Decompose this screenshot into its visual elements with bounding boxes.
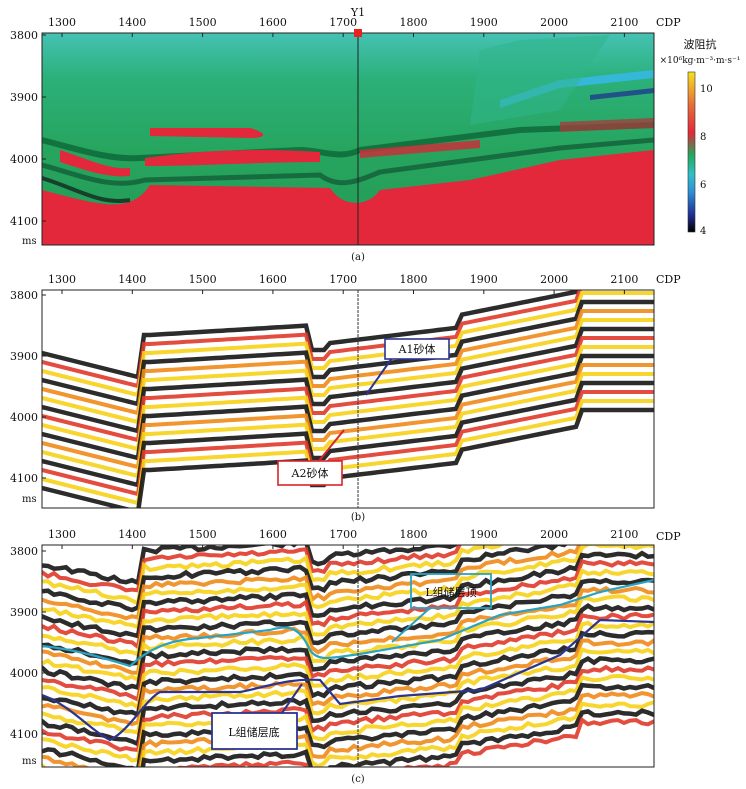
bottom-horizon: [42, 618, 654, 742]
y-tick-label: 4000: [10, 411, 38, 424]
panel-b-seismic-section: [42, 290, 654, 508]
a2-pointer: [317, 429, 345, 463]
colorbar-tick-label: 8: [700, 132, 706, 143]
x-tick-label: 1400: [118, 528, 146, 541]
x-tick-label: 1300: [48, 273, 76, 286]
x-axis-b: 1300 1400 1500 1600 1700 1800 1900 2000 2100: [48, 273, 638, 294]
caption-b: (b): [351, 512, 365, 523]
x-tick-label: 2100: [610, 273, 638, 286]
top-label-box: [410, 573, 492, 609]
y-tick-label: 3800: [10, 29, 38, 42]
y-tick-label: 4100: [10, 215, 38, 228]
top-horizon: [42, 578, 654, 668]
x-tick-label: 1900: [470, 16, 498, 29]
y-tick-label: 4000: [10, 153, 38, 166]
y-unit-b: ms: [22, 494, 37, 505]
a2-label-box: [277, 460, 343, 486]
x-axis-a: 1300 1400 1500 1600 1700 1800 1900 2000 2100: [48, 16, 638, 37]
x-tick-label: 1500: [189, 528, 217, 541]
y-tick-label: 3900: [10, 350, 38, 363]
well-marker: [354, 29, 362, 37]
x-tick-label: 1500: [189, 273, 217, 286]
x-axis-c: 1300 1400 1500 1600 1700 1800 1900 2000 2100: [48, 528, 638, 549]
y-tick-label: 3900: [10, 606, 38, 619]
y-unit-a: ms: [22, 236, 37, 247]
colorbar-unit: ×10⁶kg·m⁻³·m·s⁻¹: [660, 56, 741, 66]
top-pointer: [391, 607, 431, 643]
y-unit-c: ms: [22, 756, 37, 767]
x-tick-label: 2000: [540, 528, 568, 541]
a1-label: A1砂体: [398, 342, 436, 356]
y-tick-label: 3800: [10, 289, 38, 302]
x-tick-label: 1800: [400, 273, 428, 286]
colorbar-scale: [687, 71, 696, 233]
x-tick-label: 1800: [400, 528, 428, 541]
x-tick-label: 1400: [118, 273, 146, 286]
colorbar-tick-label: 6: [700, 180, 706, 191]
x-tick-label: 2100: [610, 528, 638, 541]
x-tick-label: 1900: [470, 528, 498, 541]
y-tick-label: 4100: [10, 472, 38, 485]
x-tick-label: 2000: [540, 16, 568, 29]
y-tick-label: 3900: [10, 91, 38, 104]
colorbar-ticks: 10 8 6 4: [700, 84, 713, 237]
x-tick-label: 1800: [400, 16, 428, 29]
x-tick-label: 1700: [329, 273, 357, 286]
x-tick-label: 1700: [329, 16, 357, 29]
colorbar: 波阻抗 ×10⁶kg·m⁻³·m·s⁻¹ 10 8 6 4: [660, 37, 741, 237]
panel-c: 1300 1400 1500 1600 1700 1800 1900 2000 2100 380…: [10, 528, 681, 785]
bottom-label: L组储层底: [228, 725, 279, 739]
x-tick-label: 1300: [48, 528, 76, 541]
y-tick-label: 4100: [10, 728, 38, 741]
panel-c-seismic-section: [42, 545, 654, 767]
bottom-label-box: [211, 712, 298, 750]
x-tick-label: 1600: [259, 273, 287, 286]
panel-a-impedance-section: [42, 33, 654, 245]
y-axis-a: 3800 3900 4000 4100: [10, 29, 46, 228]
colorbar-tick-label: 10: [700, 84, 713, 95]
top-label: L组储层顶: [425, 585, 476, 599]
x-tick-label: 1600: [259, 16, 287, 29]
well-label: Y1: [350, 6, 365, 19]
caption-a: (a): [351, 252, 365, 263]
x-tick-label: 1900: [470, 273, 498, 286]
a1-pointer: [365, 357, 393, 396]
panel-a: Y1 1300 1400 1500 1600 1700 1800 1900 2000 2100 …: [10, 6, 681, 263]
x-unit-a: CDP: [656, 16, 681, 29]
x-unit-c: CDP: [656, 530, 681, 543]
x-unit-b: CDP: [656, 273, 681, 286]
x-tick-label: 1300: [48, 16, 76, 29]
y-axis-b: 3800 3900 4000 4100: [10, 289, 46, 485]
x-tick-label: 2100: [610, 16, 638, 29]
bottom-pointer: [281, 683, 303, 714]
y-axis-c: 3800 3900 4000 4100: [10, 545, 46, 741]
x-tick-label: 1700: [329, 528, 357, 541]
a1-label-box: [384, 338, 450, 360]
x-tick-label: 1400: [118, 16, 146, 29]
colorbar-tick-label: 4: [700, 226, 706, 237]
x-tick-label: 2000: [540, 273, 568, 286]
x-tick-label: 1600: [259, 528, 287, 541]
y-tick-label: 3800: [10, 545, 38, 558]
panel-b: 1300 1400 1500 1600 1700 1800 1900 2000 2100 380…: [10, 273, 681, 523]
x-tick-label: 1500: [189, 16, 217, 29]
colorbar-title: 波阻抗: [684, 37, 717, 51]
y-tick-label: 4000: [10, 667, 38, 680]
caption-c: (c): [351, 774, 365, 785]
a2-label: A2砂体: [291, 466, 329, 480]
